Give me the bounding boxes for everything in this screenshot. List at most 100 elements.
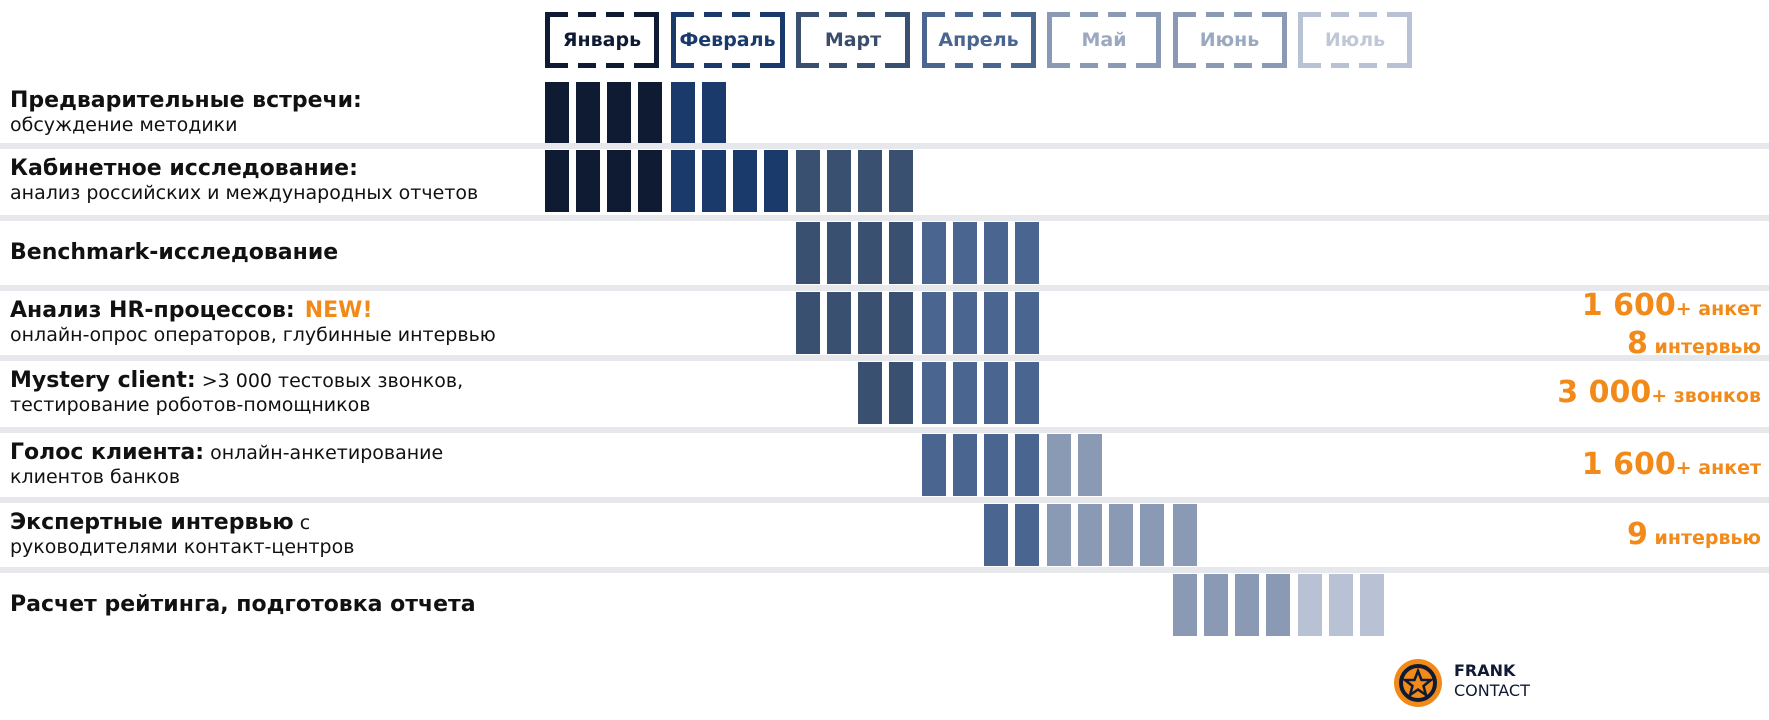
stat-number: 9: [1627, 517, 1648, 552]
week-block: [921, 434, 946, 496]
gap: [1377, 12, 1387, 17]
gap: [1126, 12, 1136, 17]
row-title: Кабинетное исследование:: [10, 156, 358, 181]
gap: [1126, 63, 1136, 68]
gap: [1223, 12, 1234, 17]
week-block: [796, 222, 820, 284]
gap: [1321, 63, 1331, 68]
week-block: [1329, 574, 1353, 636]
week-block: [827, 292, 851, 354]
row-stats: 1 600+ анкет 8 интервью: [1582, 289, 1761, 365]
row-separator: [0, 355, 1769, 361]
gap: [624, 63, 634, 68]
month-box: Июнь: [1172, 12, 1287, 68]
week-block: [921, 362, 946, 424]
week-block: [545, 82, 569, 144]
row-label: Mystery client: >3 000 тестовых звонков,…: [10, 369, 463, 417]
row-stats: 3 000+ звонков: [1557, 376, 1761, 414]
week-block: [983, 222, 1008, 284]
gap: [1070, 12, 1080, 17]
row-line1: Benchmark-исследование: [10, 241, 338, 265]
gap: [972, 63, 983, 68]
row-text: с: [299, 512, 311, 534]
row-label: Расчет рейтинга, подготовка отчета: [10, 593, 476, 617]
stat-number: 3 000: [1557, 375, 1652, 410]
row-subtitle: руководителями контакт-центров: [10, 536, 355, 558]
week-block: [952, 434, 977, 496]
stat-unit: + анкет: [1675, 457, 1761, 479]
row-title: Анализ HR-процессов:: [10, 298, 295, 323]
row-label: Предварительные встречи: обсуждение метод…: [10, 89, 362, 137]
week-block: [1140, 504, 1164, 566]
row-label: Анализ HR-процессов: NEW! онлайн-опрос опе…: [10, 299, 496, 347]
week-block: [763, 150, 788, 212]
row-line1: Экспертные интервью с: [10, 511, 354, 535]
row-separator: [0, 215, 1769, 221]
week-block: [858, 362, 882, 424]
gap: [1000, 63, 1011, 68]
row-line1: Расчет рейтинга, подготовка отчета: [10, 593, 476, 617]
row-subtitle: онлайн-опрос операторов, глубинные интер…: [10, 324, 496, 346]
gap: [1098, 63, 1108, 68]
row-text: >3 000 тестовых звонков,: [201, 370, 464, 392]
row-separator: [0, 285, 1769, 291]
stat-unit: интервью: [1647, 527, 1761, 549]
week-block: [889, 150, 913, 212]
stat-line: 9 интервью: [1627, 518, 1761, 556]
week-block: [1172, 574, 1197, 636]
stat-number: 8: [1627, 326, 1648, 361]
gap: [1223, 63, 1234, 68]
week-block: [1360, 574, 1384, 636]
week-block: [1203, 574, 1228, 636]
week-block: [889, 362, 913, 424]
gap: [1251, 63, 1262, 68]
gap: [1070, 63, 1080, 68]
week-block: [1014, 222, 1039, 284]
gap: [1251, 12, 1262, 17]
row-line1: Mystery client: >3 000 тестовых звонков,: [10, 369, 463, 393]
gap: [721, 12, 732, 17]
row-separator: [0, 567, 1769, 573]
row-title: Benchmark-исследование: [10, 240, 339, 265]
week-block: [952, 292, 977, 354]
row-label: Экспертные интервью с руководителями конт…: [10, 511, 354, 559]
week-block: [607, 82, 631, 144]
gap: [1349, 12, 1359, 17]
gap: [819, 63, 829, 68]
week-block: [576, 82, 600, 144]
gap: [875, 63, 885, 68]
gap: [1349, 63, 1359, 68]
gap: [1195, 63, 1206, 68]
row-text: онлайн-анкетирование: [210, 442, 444, 464]
row-label: Кабинетное исследование: анализ российски…: [10, 157, 478, 205]
row-separator: [0, 497, 1769, 503]
row-stats: 9 интервью: [1627, 518, 1761, 556]
week-block: [952, 222, 977, 284]
week-block: [983, 504, 1008, 566]
gap: [875, 12, 885, 17]
week-block: [1047, 434, 1071, 496]
row-title: Mystery client:: [10, 368, 196, 393]
gap: [944, 63, 955, 68]
month-box: Май: [1047, 12, 1161, 68]
gap: [847, 12, 857, 17]
week-block: [545, 150, 569, 212]
gap: [596, 63, 606, 68]
week-block: [1078, 434, 1102, 496]
week-block: [1014, 504, 1039, 566]
stat-unit: + анкет: [1675, 298, 1761, 320]
stat-line: 3 000+ звонков: [1557, 376, 1761, 414]
week-block: [701, 150, 726, 212]
month-box: Январь: [545, 12, 659, 68]
gap: [624, 12, 634, 17]
week-block: [796, 292, 820, 354]
week-block: [983, 292, 1008, 354]
gap: [693, 12, 704, 17]
week-block: [670, 150, 695, 212]
logo-line2: CONTACT: [1454, 681, 1530, 700]
week-block: [1047, 504, 1071, 566]
week-block: [1014, 362, 1039, 424]
stat-unit: интервью: [1647, 336, 1761, 358]
logo-line1: FRANK: [1454, 661, 1516, 680]
